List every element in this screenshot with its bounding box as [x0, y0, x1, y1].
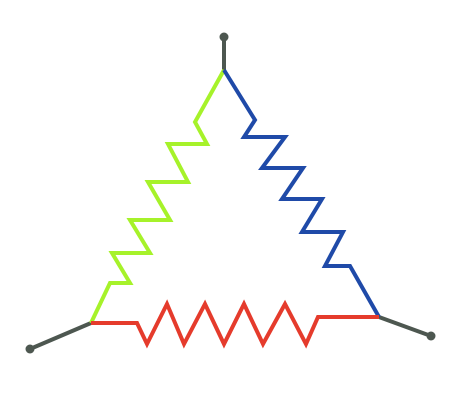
left-resistor — [89, 69, 226, 324]
right-resistor — [222, 68, 381, 318]
bottom-left-terminal-wire — [28, 321, 93, 351]
top-terminal-dot[interactable] — [219, 32, 229, 42]
bottom-right-terminal-wire — [377, 315, 433, 338]
bottom-resistor — [91, 299, 379, 349]
bottom-right-terminal-dot[interactable] — [426, 331, 436, 341]
bottom-left-terminal-dot[interactable] — [25, 344, 35, 354]
